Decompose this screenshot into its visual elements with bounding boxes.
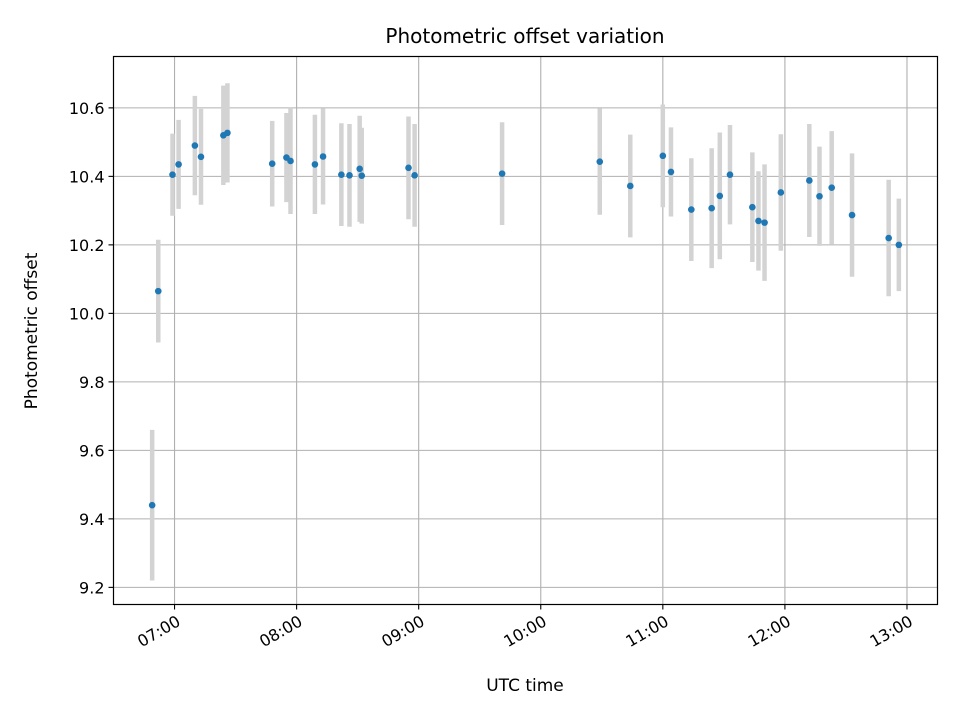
data-point [191,142,199,149]
data-point [828,184,836,191]
data-point [761,219,768,226]
chart-title: Photometric offset variation [385,24,664,48]
plot-frame [112,55,939,606]
data-point [175,161,182,168]
data-point [197,153,205,161]
data-point [626,182,634,190]
data-point [346,172,353,179]
data-point [885,234,892,242]
data-points [148,129,903,509]
y-axis-label: Photometric offset [22,252,42,409]
data-point [358,172,366,179]
data-point [268,160,276,168]
y-tick-label: 9.6 [79,441,104,460]
y-tick-label: 9.8 [79,373,104,392]
data-point [148,501,156,509]
data-point [169,171,176,178]
grid [113,56,938,605]
y-tick-label: 9.4 [79,510,104,529]
data-point [726,171,734,178]
data-point [287,157,294,165]
y-tick-label: 9.2 [79,578,104,597]
x-axis-label: UTC time [486,676,564,696]
data-point [848,211,856,219]
data-point [224,129,231,137]
data-point [659,152,667,160]
data-point [356,165,363,173]
y-tick-label: 10.2 [69,236,105,255]
data-point [708,204,715,212]
data-point [596,158,604,165]
data-point [806,177,813,184]
data-point [311,161,319,168]
y-tick-label: 10.6 [69,99,105,118]
data-point [498,170,506,177]
data-point [777,189,785,196]
data-point [338,171,345,178]
data-point [716,192,724,200]
data-point [411,172,418,179]
data-point [816,192,823,200]
data-point [319,153,327,160]
data-point [667,168,675,176]
data-point [154,287,162,295]
data-point [405,164,412,172]
data-point [749,203,756,211]
data-point [688,206,695,213]
data-point [895,241,903,249]
y-tick-label: 10.0 [69,304,105,323]
y-axis-ticks: 9.2 9.4 9.6 9.8 10.0 10.2 10.4 10.6 [69,99,114,597]
data-point [755,217,762,225]
y-tick-label: 10.4 [69,167,105,186]
